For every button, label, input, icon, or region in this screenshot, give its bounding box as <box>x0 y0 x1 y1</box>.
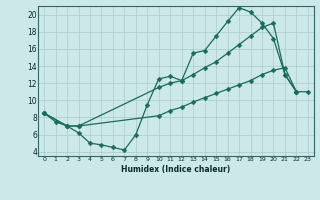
X-axis label: Humidex (Indice chaleur): Humidex (Indice chaleur) <box>121 165 231 174</box>
